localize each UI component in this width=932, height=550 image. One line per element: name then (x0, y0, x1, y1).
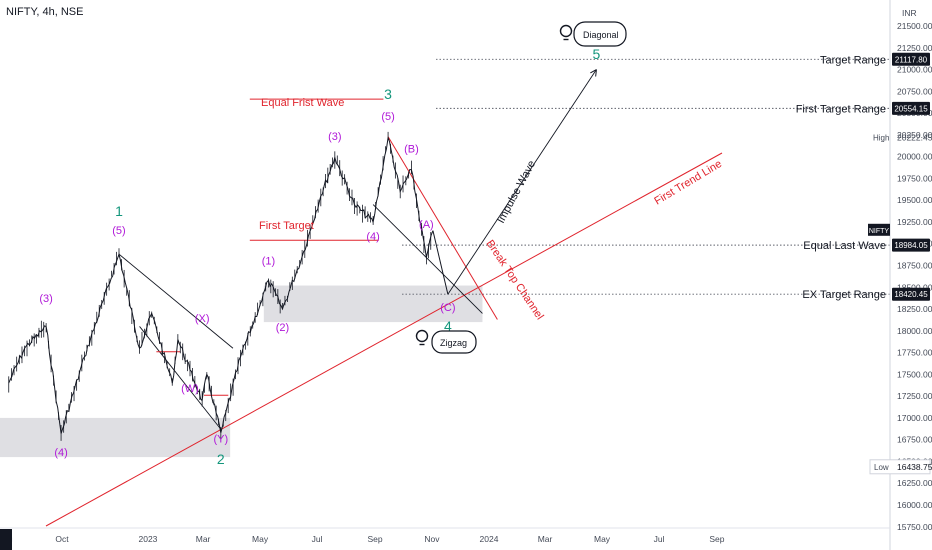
price-badge (892, 101, 930, 115)
high-value: 20222.45 (897, 132, 932, 142)
wave-label-3a: (3) (39, 293, 52, 305)
projection-leg-c (432, 230, 449, 295)
wave-label-W: (W) (181, 383, 199, 395)
y-tick-label: 18000.00 (897, 326, 932, 336)
y-tick-label: 15750.00 (897, 522, 932, 532)
y-tick-label: 20750.00 (897, 86, 932, 96)
currency-label[interactable]: INR (902, 8, 917, 18)
wave-label-A: (A) (419, 219, 434, 231)
wave-label-1: 1 (115, 203, 123, 219)
top-channel-line (387, 136, 498, 320)
x-tick-label: 2023 (138, 534, 157, 544)
wave-label-3b: (3) (328, 131, 341, 143)
y-tick-label: 19500.00 (897, 195, 932, 205)
svg-text:Diagonal: Diagonal (583, 30, 619, 40)
y-tick-label: 20250.00 (897, 130, 932, 140)
x-tick-label: Oct (55, 534, 69, 544)
y-tick-label: 18250.00 (897, 304, 932, 314)
y-tick-label: 16750.00 (897, 435, 932, 445)
wave-label-C: (C) (440, 302, 455, 314)
y-tick-label: 19250.00 (897, 217, 932, 227)
y-tick-label: 19750.00 (897, 173, 932, 183)
tradingview-logo (0, 529, 12, 550)
price-badge (892, 238, 930, 252)
y-tick-label: 18500.00 (897, 282, 932, 292)
wave-label-2: 2 (217, 451, 225, 467)
wave-label-5b: (5) (381, 111, 394, 123)
impulse-wave-arrow (447, 69, 597, 295)
x-tick-label: 2024 (480, 534, 499, 544)
abc-lower-channel (372, 204, 483, 314)
price-level-label: Equal Last Wave (803, 240, 886, 252)
channel-lower-line (139, 326, 222, 430)
price-badge-value: 20554.15 (894, 104, 928, 113)
svg-text:Zigzag: Zigzag (440, 338, 467, 348)
x-tick-label: Mar (196, 534, 211, 544)
last-symbol-label: NIFTY (869, 228, 890, 235)
x-tick-label: Nov (424, 534, 440, 544)
arrow-head (590, 69, 597, 77)
y-tick-label: 17500.00 (897, 369, 932, 379)
y-tick-label: 21000.00 (897, 65, 932, 75)
x-tick-label: Sep (367, 534, 382, 544)
first-trend-line (45, 152, 723, 527)
price-badge-value: 18984.05 (894, 241, 928, 250)
price-level-label: Target Range (820, 54, 886, 66)
y-tick-label: 17000.00 (897, 413, 932, 423)
price-level-label: First Target Range (796, 103, 886, 115)
price-badge-value: 18420.45 (894, 290, 928, 299)
wave-label-4: 4 (444, 318, 452, 334)
price-badge (892, 52, 930, 66)
y-tick-label: 20000.00 (897, 152, 932, 162)
x-tick-label: May (252, 534, 269, 544)
lightbulb-icon (415, 329, 429, 346)
wave-label-Y: (Y) (213, 433, 228, 445)
x-tick-label: May (594, 534, 611, 544)
zigzag-callout: Zigzag (431, 330, 477, 354)
wave-label-4b: (4) (366, 231, 379, 243)
price-level-label: EX Target Range (802, 289, 886, 301)
y-tick-label: 16000.00 (897, 500, 932, 510)
diagonal-callout: Diagonal (573, 21, 627, 47)
x-tick-label: Jul (312, 534, 323, 544)
wave-label-3: 3 (384, 86, 392, 102)
y-tick-label: 16250.00 (897, 478, 932, 488)
low-label: Low (874, 463, 889, 472)
x-tick-label: Sep (709, 534, 724, 544)
wave-label-5: 5 (593, 46, 601, 62)
last-symbol-badge (868, 223, 890, 236)
symbol-title: NIFTY, 4h, NSE (6, 6, 83, 18)
plot-area (0, 0, 890, 550)
low-value: 16438.75 (897, 462, 932, 472)
support-zone (263, 285, 483, 323)
channel-upper-line (118, 253, 234, 349)
wave-label-X: (X) (195, 313, 210, 325)
high-label: High (873, 133, 889, 142)
lightbulb-icon (559, 24, 573, 41)
wave-label-B: (B) (404, 143, 419, 155)
first-target-label: First Target (259, 220, 314, 232)
wave-label-4a: (4) (54, 447, 67, 459)
y-tick-label: 21250.00 (897, 43, 932, 53)
price-badge (892, 287, 930, 301)
wave-label-1b: (1) (262, 256, 275, 268)
y-tick-label: 17750.00 (897, 348, 932, 358)
x-tick-label: Mar (538, 534, 553, 544)
equal-first-wave-label: Equal Frist Wave (261, 97, 344, 109)
support-zone (0, 417, 231, 458)
low-badge (869, 459, 931, 475)
price-line (8, 137, 434, 434)
x-tick-label: Jul (654, 534, 665, 544)
wave-label-2b: (2) (276, 322, 289, 334)
y-tick-label: 17250.00 (897, 391, 932, 401)
price-badge-value: 21117.80 (895, 55, 928, 64)
wave-label-5a: (5) (112, 225, 125, 237)
y-tick-label: 18750.00 (897, 261, 932, 271)
y-tick-label: 21500.00 (897, 21, 932, 31)
